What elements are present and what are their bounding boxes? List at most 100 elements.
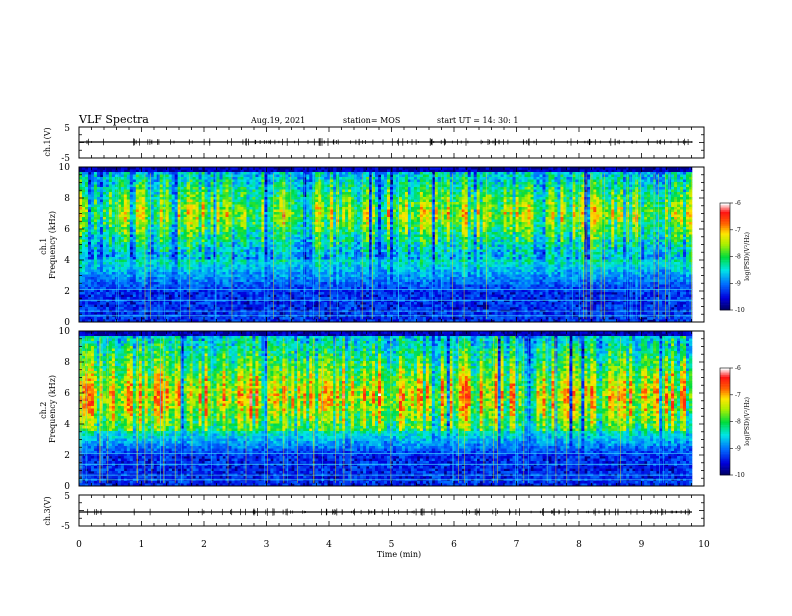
psd-cell bbox=[106, 175, 109, 178]
psd-cell bbox=[103, 255, 106, 258]
psd-cell bbox=[130, 247, 133, 250]
psd-cell bbox=[294, 212, 297, 215]
psd-cell bbox=[196, 280, 199, 283]
psd-cell bbox=[91, 252, 94, 255]
psd-cell bbox=[270, 177, 273, 180]
psd-cell bbox=[226, 217, 229, 220]
psd-cell bbox=[208, 230, 211, 233]
psd-cell bbox=[276, 292, 279, 295]
psd-cell bbox=[193, 262, 196, 265]
psd-cell bbox=[220, 235, 223, 238]
psd-cell bbox=[312, 250, 315, 253]
psd-cell bbox=[306, 265, 309, 268]
psd-cell bbox=[169, 235, 172, 238]
psd-cell bbox=[94, 275, 97, 278]
psd-cell bbox=[288, 195, 291, 198]
psd-cell bbox=[160, 210, 163, 213]
psd-cell bbox=[258, 212, 261, 215]
psd-cell bbox=[136, 227, 139, 230]
psd-cell bbox=[264, 302, 267, 305]
psd-cell bbox=[157, 292, 160, 295]
psd-cell bbox=[229, 210, 232, 213]
psd-cell bbox=[85, 175, 88, 178]
psd-cell bbox=[97, 282, 100, 285]
psd-cell bbox=[252, 177, 255, 180]
psd-cell bbox=[258, 305, 261, 308]
psd-cell bbox=[130, 262, 133, 265]
psd-cell bbox=[300, 175, 303, 178]
psd-cell bbox=[223, 307, 226, 310]
psd-cell bbox=[160, 230, 163, 233]
psd-cell bbox=[312, 262, 315, 265]
psd-cell bbox=[312, 205, 315, 208]
psd-cell bbox=[196, 290, 199, 293]
psd-cell bbox=[160, 250, 163, 253]
psd-cell bbox=[187, 302, 190, 305]
psd-cell bbox=[208, 185, 211, 188]
psd-cell bbox=[151, 290, 154, 293]
psd-cell bbox=[306, 292, 309, 295]
psd-cell bbox=[154, 297, 157, 300]
psd-cell bbox=[211, 210, 214, 213]
psd-cell bbox=[264, 290, 267, 293]
psd-cell bbox=[202, 240, 205, 243]
psd-cell bbox=[142, 230, 145, 233]
psd-cell bbox=[217, 207, 220, 210]
psd-cell bbox=[252, 215, 255, 218]
psd-cell bbox=[211, 285, 214, 288]
psd-cell bbox=[127, 220, 130, 223]
psd-cell bbox=[220, 170, 223, 173]
psd-cell bbox=[300, 205, 303, 208]
psd-cell bbox=[294, 192, 297, 195]
psd-cell bbox=[291, 242, 294, 245]
psd-cell bbox=[139, 185, 142, 188]
psd-cell bbox=[246, 255, 249, 258]
psd-cell bbox=[100, 185, 103, 188]
psd-cell bbox=[97, 227, 100, 230]
psd-cell bbox=[243, 197, 246, 200]
psd-cell bbox=[312, 282, 315, 285]
psd-cell bbox=[133, 220, 136, 223]
psd-cell bbox=[294, 290, 297, 293]
psd-cell bbox=[121, 232, 124, 235]
psd-cell bbox=[270, 217, 273, 220]
psd-cell bbox=[240, 245, 243, 248]
psd-cell bbox=[211, 205, 214, 208]
psd-cell bbox=[220, 197, 223, 200]
psd-cell bbox=[306, 202, 309, 205]
psd-cell bbox=[297, 307, 300, 310]
psd-cell bbox=[243, 317, 246, 320]
psd-cell bbox=[121, 305, 124, 308]
psd-cell bbox=[294, 272, 297, 275]
psd-cell bbox=[121, 177, 124, 180]
psd-cell bbox=[285, 210, 288, 213]
psd-cell bbox=[300, 270, 303, 273]
psd-cell bbox=[181, 210, 184, 213]
psd-cell bbox=[234, 292, 237, 295]
psd-cell bbox=[193, 177, 196, 180]
psd-cell bbox=[202, 260, 205, 263]
psd-cell bbox=[142, 312, 145, 315]
psd-cell bbox=[193, 210, 196, 213]
psd-cell bbox=[112, 177, 115, 180]
psd-cell bbox=[160, 285, 163, 288]
psd-cell bbox=[175, 180, 178, 183]
psd-cell bbox=[157, 280, 160, 283]
psd-cell bbox=[193, 180, 196, 183]
psd-cell bbox=[208, 277, 211, 280]
psd-cell bbox=[169, 227, 172, 230]
psd-cell bbox=[276, 305, 279, 308]
psd-cell bbox=[309, 317, 312, 320]
psd-cell bbox=[139, 217, 142, 220]
psd-cell bbox=[97, 275, 100, 278]
psd-cell bbox=[124, 235, 127, 238]
psd-cell bbox=[190, 232, 193, 235]
psd-cell bbox=[142, 197, 145, 200]
psd-cell bbox=[300, 235, 303, 238]
psd-cell bbox=[226, 195, 229, 198]
psd-cell bbox=[285, 260, 288, 263]
psd-cell bbox=[103, 280, 106, 283]
psd-cell bbox=[103, 277, 106, 280]
psd-cell bbox=[100, 202, 103, 205]
psd-cell bbox=[306, 257, 309, 260]
